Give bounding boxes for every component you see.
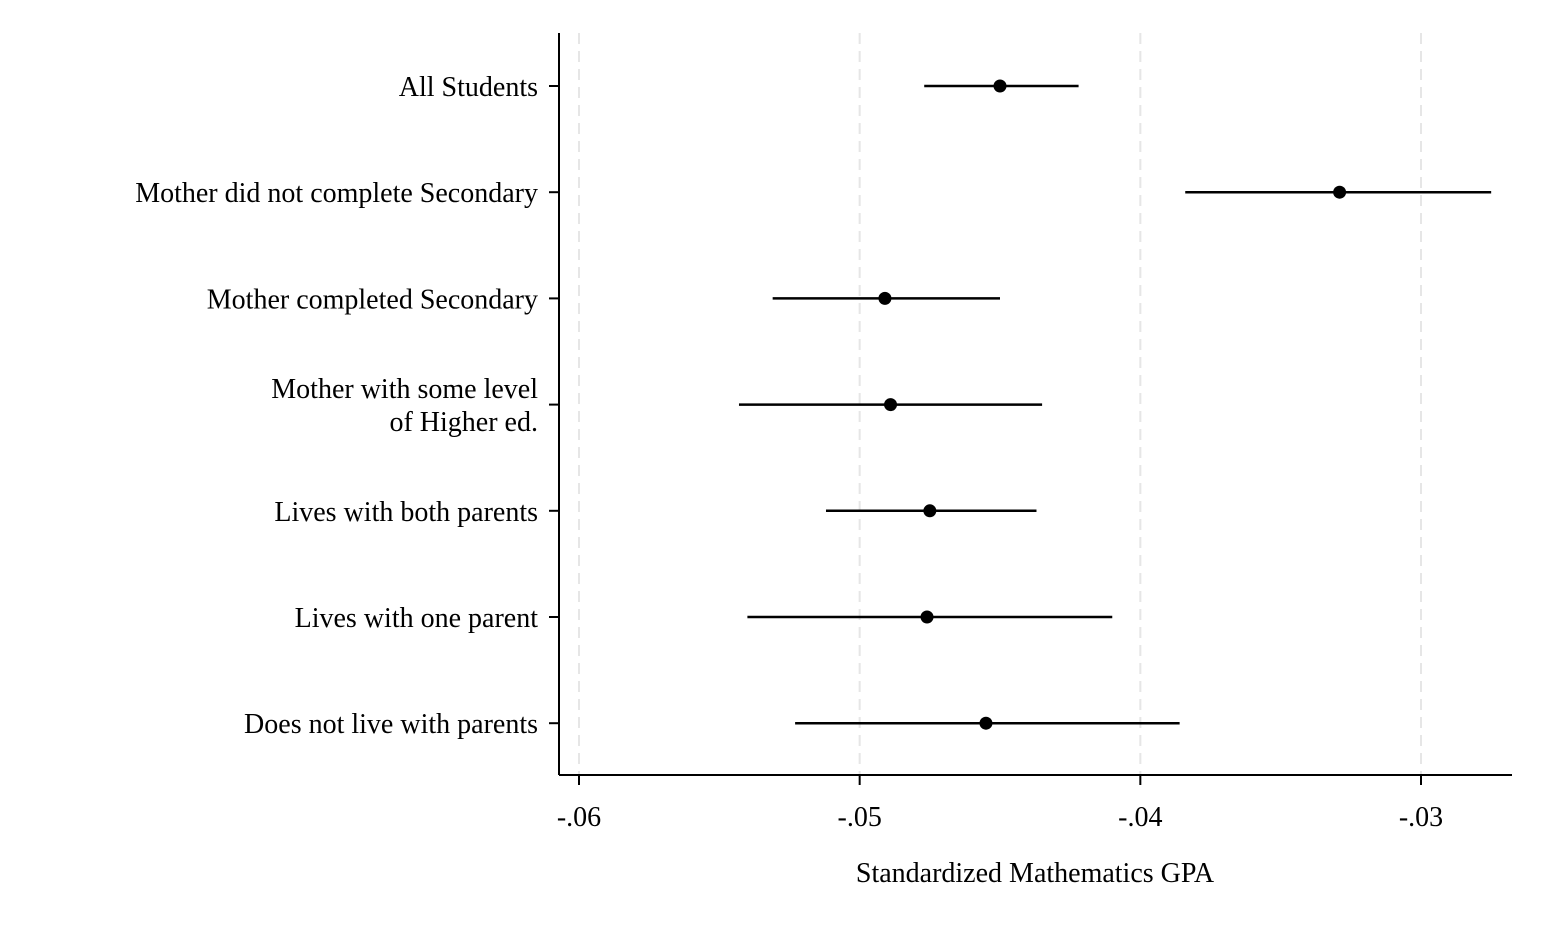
category-label: Does not live with parents xyxy=(244,709,538,740)
category-label: Mother did not complete Secondary xyxy=(135,178,538,209)
point-estimate xyxy=(884,398,898,412)
point-estimate xyxy=(878,291,892,305)
x-tick-label: -.05 xyxy=(838,802,882,833)
point-estimates xyxy=(878,79,1347,730)
category-label-line: Mother did not complete Secondary xyxy=(135,178,538,209)
x-tick-label: -.03 xyxy=(1399,802,1443,833)
y-ticks: All Students Mother did not complete Seco… xyxy=(135,72,559,740)
category-label-line: Lives with both parents xyxy=(274,497,538,528)
x-tick-label: -.04 xyxy=(1118,802,1162,833)
category-label-line: Does not live with parents xyxy=(244,709,538,740)
confidence-intervals xyxy=(738,84,1492,725)
category-label: Mother with some level of Higher ed. xyxy=(271,374,538,438)
point-estimate xyxy=(920,610,934,624)
point-estimate xyxy=(1333,185,1347,199)
category-label-line: Mother completed Secondary xyxy=(207,284,538,315)
x-axis-title: Standardized Mathematics GPA xyxy=(856,858,1215,889)
category-label: Mother completed Secondary xyxy=(207,284,538,315)
point-estimate xyxy=(979,716,993,730)
category-label-line: All Students xyxy=(399,72,538,103)
category-label: All Students xyxy=(399,72,538,103)
x-ticks: -.06 -.05 -.04 -.03 xyxy=(557,775,1443,833)
category-label: Lives with one parent xyxy=(295,603,539,634)
point-estimate xyxy=(993,79,1007,93)
point-estimate xyxy=(923,504,937,518)
category-label: Lives with both parents xyxy=(274,497,538,528)
x-tick-label: -.06 xyxy=(557,802,601,833)
category-label-line: Mother with some level xyxy=(271,374,538,405)
category-label-line: Lives with one parent xyxy=(295,603,539,634)
category-label-line: of Higher ed. xyxy=(389,407,538,438)
